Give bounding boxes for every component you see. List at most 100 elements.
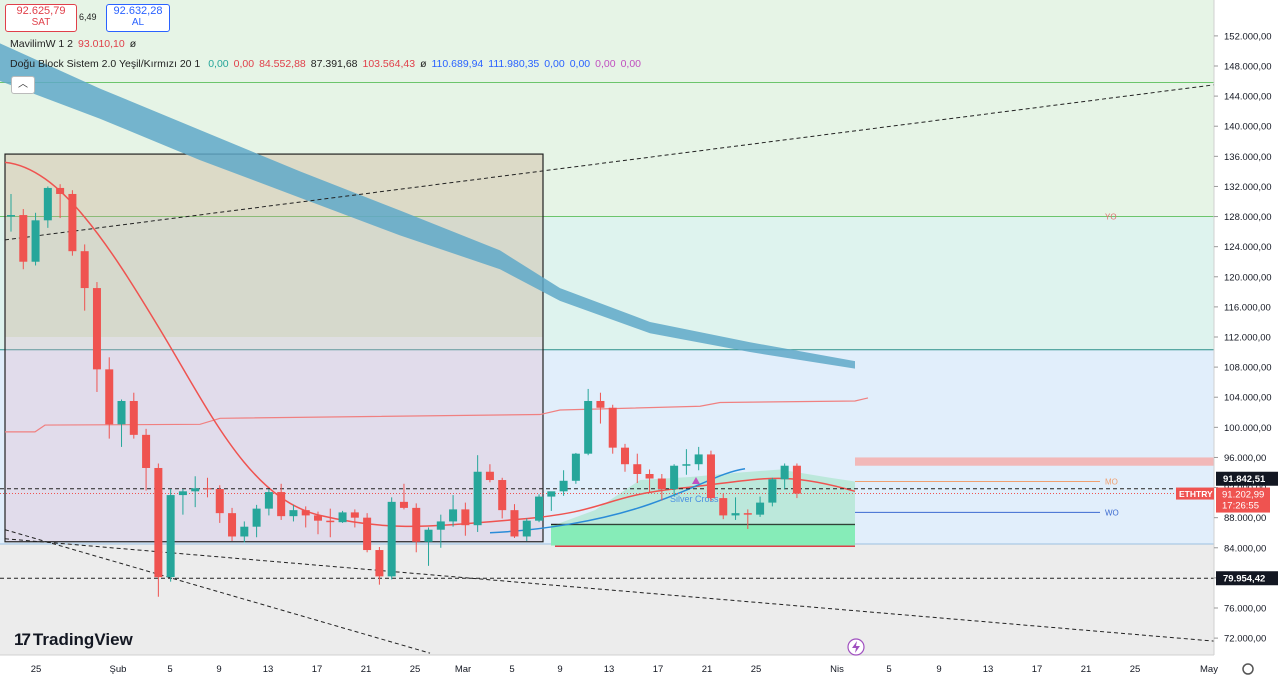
y-tick-label: 140.000,00 [1224, 122, 1272, 133]
candle-body [80, 251, 89, 289]
y-tick-label: 84.000,00 [1224, 543, 1266, 554]
y-tick-label: 108.000,00 [1224, 363, 1272, 374]
candle-body [277, 492, 286, 517]
candle-body [178, 491, 187, 496]
yo-label: YO [1105, 213, 1117, 222]
indicator-dogu-value: 0,00 [208, 58, 229, 70]
indicator-dogu[interactable]: Doğu Block Sistem 2.0 Yeşil/Kırmızı 20 1… [10, 58, 646, 70]
y-tick-label: 96.000,00 [1224, 453, 1266, 464]
symbol-tag [1176, 487, 1214, 500]
indicator-mavilim-icon: ø [129, 38, 137, 50]
candle-body [326, 520, 335, 523]
x-tick-label: 21 [361, 664, 372, 675]
candle-body [571, 453, 580, 481]
zone-upper-green [0, 0, 1214, 217]
x-tick-label: 21 [1081, 664, 1092, 675]
tradingview-logo-mark-icon: 17 [14, 630, 31, 649]
steep-trend-line [4, 529, 431, 654]
candle-body [142, 434, 151, 468]
x-tick-label: May [1200, 664, 1218, 675]
y-tick-label: 124.000,00 [1224, 242, 1272, 253]
candle-body [7, 215, 15, 217]
indicator-dogu-name: Doğu Block Sistem 2.0 Yeşil/Kırmızı 20 1 [10, 58, 201, 70]
y-tick-label: 116.000,00 [1224, 302, 1271, 313]
candle-body [706, 454, 715, 499]
candle-body [19, 215, 28, 262]
support-price-tag [1216, 571, 1278, 586]
indicator-mavilim[interactable]: MavilimW 1 2 93.010,10 ø [10, 38, 141, 50]
symbol-label: ETHTRY [1179, 489, 1213, 499]
support-price-label: 79.954,42 [1223, 574, 1265, 585]
candle-body [780, 465, 789, 480]
x-tick-label: 5 [886, 664, 891, 675]
indicator-dogu-value: 110.689,94 [431, 58, 484, 70]
price-marker-tag [1216, 471, 1278, 486]
countdown-label: 17:26:55 [1222, 501, 1259, 512]
indicator-dogu-value: 84.552,88 [259, 58, 306, 70]
candle-body [31, 220, 40, 262]
y-tick-label: 88.000,00 [1224, 513, 1266, 524]
current-price-tag [1216, 487, 1270, 513]
y-tick-label: 120.000,00 [1224, 272, 1272, 283]
collapse-chevron-icon[interactable]: ︿ [11, 76, 35, 94]
candle-body [645, 474, 654, 479]
sell-price: 92.625,79 [16, 5, 66, 17]
zone-gray [0, 544, 1214, 655]
candle-body [461, 509, 470, 526]
candle-body [596, 400, 605, 408]
x-tick-label: Nis [830, 664, 844, 675]
candle-body [129, 400, 138, 435]
sell-button[interactable]: 92.625,79 SAT [5, 4, 77, 32]
candle-body [449, 509, 458, 522]
candle-body [117, 400, 126, 425]
x-tick-label: 21 [702, 664, 713, 675]
candle-body [719, 498, 728, 516]
x-tick-label: 9 [936, 664, 941, 675]
buy-button[interactable]: 92.632,28 AL [106, 4, 170, 32]
indicator-dogu-value: 111.980,35 [488, 58, 540, 70]
silver-cross-label: Silver Cross [670, 494, 719, 504]
candle-body [412, 507, 421, 542]
candle-body [670, 465, 679, 490]
y-tick-label: 104.000,00 [1224, 393, 1272, 404]
x-tick-label: 17 [312, 664, 323, 675]
y-tick-label: 72.000,00 [1224, 634, 1266, 645]
candle-body [682, 464, 691, 466]
lightning-bolt-icon [852, 641, 860, 653]
y-tick-label: 144.000,00 [1224, 92, 1272, 103]
candle-body [92, 288, 101, 370]
candle-body [363, 517, 372, 551]
x-tick-label: 25 [1130, 664, 1141, 675]
x-tick-label: 17 [1032, 664, 1043, 675]
y-tick-label: 132.000,00 [1224, 182, 1272, 193]
candle-body [228, 513, 237, 537]
candle-body [252, 508, 261, 527]
x-tick-label: 5 [167, 664, 172, 675]
candle-body [350, 512, 359, 518]
candle-body [608, 407, 617, 448]
blue-ma-curve [489, 467, 746, 534]
resistance-zone [855, 457, 1214, 466]
indicator-mavilim-name: MavilimW 1 2 [10, 38, 74, 50]
candle-body [289, 510, 298, 517]
candle-body [584, 400, 593, 454]
x-tick-label: 9 [216, 664, 221, 675]
indicator-dogu-value: 87.391,68 [310, 58, 358, 70]
candle-body [375, 550, 384, 577]
settings-gear-icon[interactable] [1242, 663, 1254, 675]
indicator-dogu-value: 0,00 [569, 58, 591, 70]
candle-body [621, 447, 629, 465]
candle-body [547, 491, 556, 497]
candle-body [56, 187, 65, 194]
candle-body [633, 464, 642, 475]
x-tick-label: 5 [509, 664, 514, 675]
upper-trend-line [4, 84, 1215, 241]
y-tick-label: 100.000,00 [1224, 423, 1272, 434]
candle-body [559, 480, 568, 492]
candle-body [43, 187, 52, 221]
candle-body [68, 193, 77, 252]
wo-label: WO [1105, 508, 1119, 517]
zone-teal [0, 216, 1214, 350]
red-ma-curve [4, 161, 856, 528]
